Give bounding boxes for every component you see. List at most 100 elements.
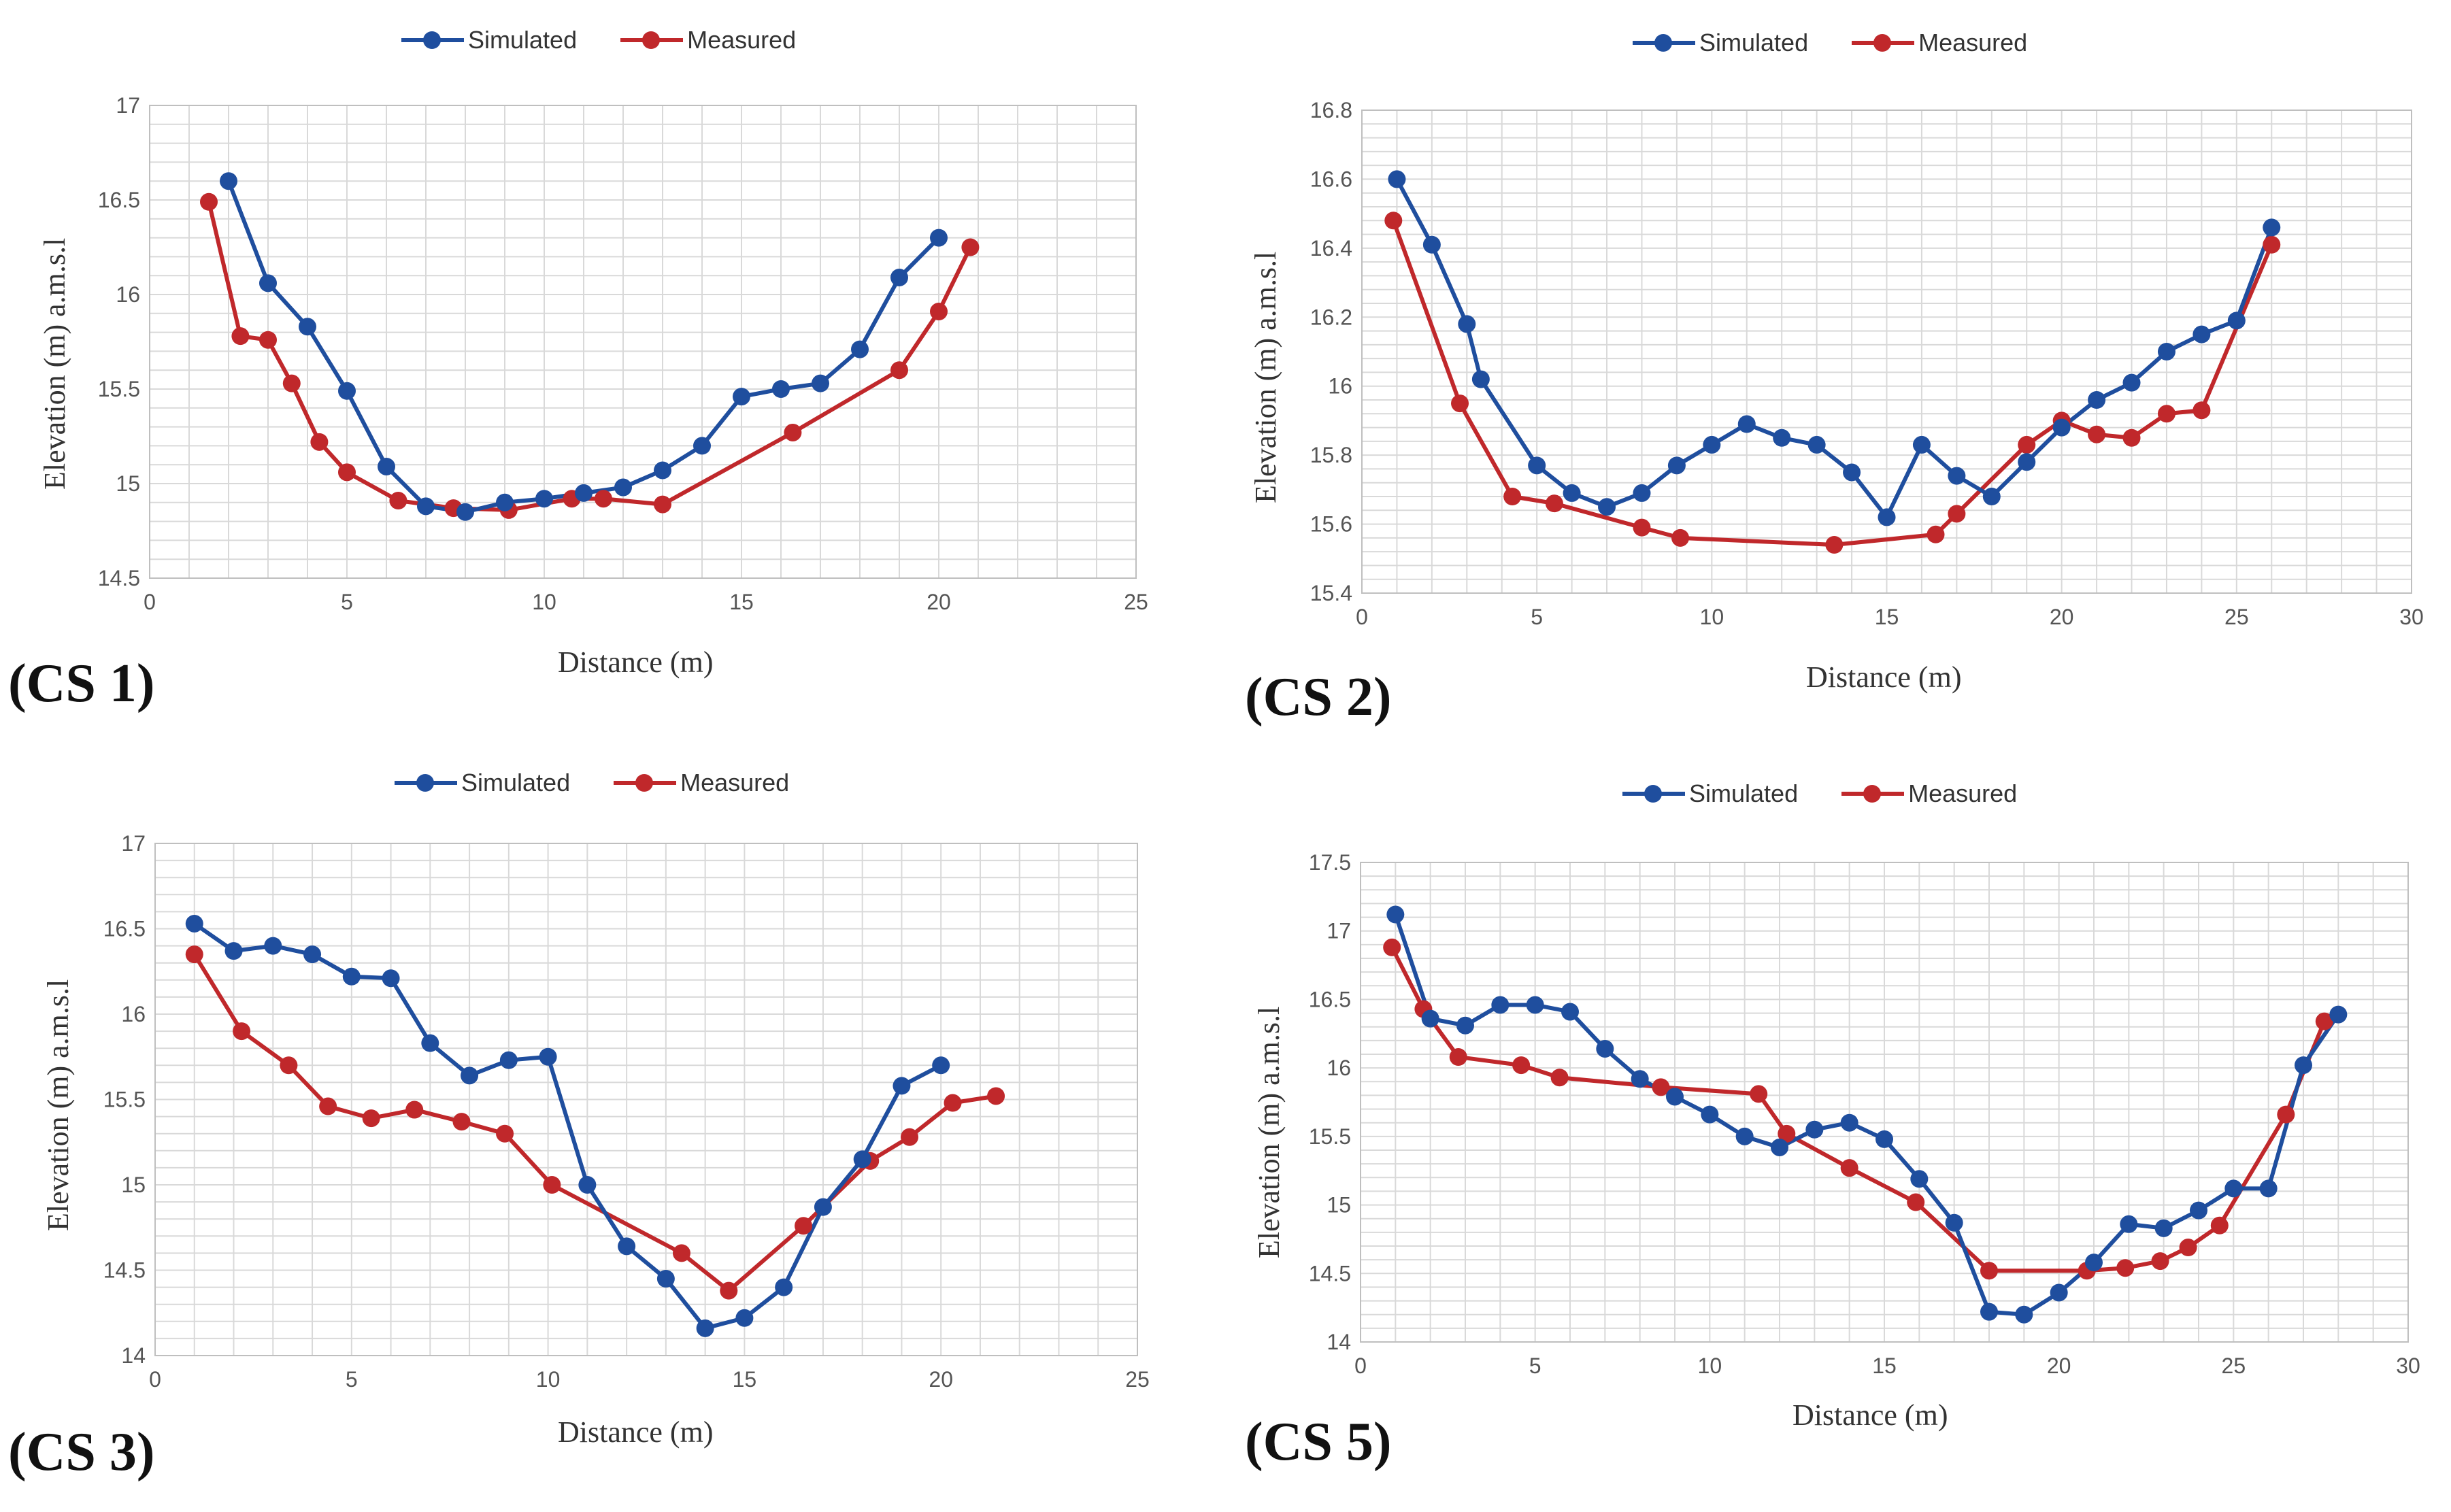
data-point-simulated <box>775 1278 793 1296</box>
y-tick-label: 14.5 <box>98 566 140 590</box>
data-point-measured <box>2151 1252 2169 1271</box>
data-point-measured <box>1451 394 1469 413</box>
data-point-simulated <box>656 1270 675 1288</box>
y-tick-label: 15.5 <box>1309 1124 1351 1149</box>
data-point-measured <box>1671 528 1690 547</box>
data-point-measured <box>1907 1193 1925 1211</box>
data-point-measured <box>1633 518 1651 537</box>
data-point-simulated <box>930 229 948 247</box>
data-point-simulated <box>1840 1113 1858 1132</box>
x-tick-label: 25 <box>1125 1367 1150 1392</box>
chart-cs3: 14 14.5 15 15.5 16 16.5 17 0 5 10 15 20 25 <box>103 831 1150 1392</box>
data-point-simulated <box>575 484 593 502</box>
legend-item-measured: Measured <box>1852 29 2027 57</box>
data-point-measured <box>2179 1239 2197 1257</box>
data-point-simulated <box>1737 415 1756 433</box>
data-point-measured <box>259 331 277 349</box>
legend-label-simulated: Simulated <box>468 26 578 54</box>
x-tick-label: 10 <box>1698 1354 1722 1378</box>
data-point-measured <box>1927 525 1945 543</box>
x-tick-label: 5 <box>1529 1354 1541 1378</box>
data-point-simulated <box>264 937 282 955</box>
data-point-measured <box>2122 429 2141 447</box>
panel-label: (CS 1) <box>8 654 155 713</box>
data-point-measured <box>1503 488 1522 505</box>
data-point-simulated <box>1456 1016 1474 1035</box>
legend-label-measured: Measured <box>680 769 790 796</box>
data-point-measured <box>595 490 612 508</box>
y-tick-label: 15.8 <box>1310 443 1352 467</box>
legend-item-simulated: Simulated <box>395 769 570 797</box>
data-point-simulated <box>1703 435 1721 454</box>
plot-area-frame <box>1360 862 2409 1343</box>
x-axis-title: Distance (m) <box>558 645 714 679</box>
y-axis-title: Elevation (m) a.m.s.l <box>41 979 75 1231</box>
data-point-simulated <box>2120 1215 2138 1233</box>
data-point-measured <box>784 423 802 441</box>
y-tick-label: 15 <box>121 1173 146 1197</box>
x-tick-label: 0 <box>1356 605 1368 629</box>
legend-swatch-simulated <box>1633 34 1695 52</box>
data-point-measured <box>389 492 407 510</box>
data-point-simulated <box>2154 1219 2173 1237</box>
data-point-simulated <box>1633 484 1651 502</box>
data-point-simulated <box>1471 370 1490 388</box>
data-point-measured <box>795 1217 813 1235</box>
legend-item-simulated: Simulated <box>401 26 577 54</box>
legend-item-simulated: Simulated <box>1633 29 1808 57</box>
data-point-simulated <box>2190 1201 2207 1220</box>
data-point-measured <box>987 1087 1005 1105</box>
data-point-measured <box>405 1101 424 1119</box>
y-tick-label: 15 <box>116 471 140 496</box>
data-point-simulated <box>338 382 356 400</box>
y-tick-label: 15 <box>1327 1193 1351 1217</box>
data-point-simulated <box>1807 435 1826 454</box>
data-point-measured <box>185 945 203 964</box>
panel-label: (CS 5) <box>1245 1412 1392 1472</box>
data-point-simulated <box>1666 1088 1684 1106</box>
legend-label-measured: Measured <box>687 26 797 54</box>
data-point-simulated <box>303 945 322 964</box>
chart-cs2: 15.4 15.6 15.8 16 16.2 16.4 16.6 16.8 0 5 10 15 20 25… <box>1310 98 2424 629</box>
y-axis-title: Elevation (m) a.m.s.l <box>1252 1006 1286 1258</box>
data-point-simulated <box>499 1051 518 1069</box>
y-tick-label: 15.6 <box>1310 512 1352 537</box>
data-point-measured <box>961 238 980 256</box>
x-tick-label: 0 <box>149 1367 161 1392</box>
data-point-simulated <box>2295 1056 2312 1075</box>
y-axis-title: Elevation (m) a.m.s.l <box>38 237 71 490</box>
chart-panel-cs1: Simulated Measured 14.5 15 15.5 16 16.5 17 0 5 1… <box>0 0 1224 735</box>
legend: Simulated Measured <box>395 769 833 797</box>
data-point-simulated <box>853 1150 871 1169</box>
data-point-simulated <box>378 457 395 475</box>
data-point-simulated <box>2088 391 2106 409</box>
data-point-simulated <box>2050 1283 2068 1302</box>
data-point-measured <box>890 361 908 380</box>
data-point-simulated <box>2227 312 2246 330</box>
data-point-measured <box>1545 494 1563 513</box>
data-point-measured <box>900 1128 918 1146</box>
legend-label-measured: Measured <box>1918 29 2028 56</box>
legend-swatch-measured <box>614 774 677 792</box>
chart-panel-cs2: Simulated Measured 15.4 15.6 15.8 16 16.2 16.… <box>1224 0 2451 748</box>
x-tick-label: 0 <box>1354 1354 1367 1378</box>
y-tick-label: 15.5 <box>98 377 140 401</box>
data-point-simulated <box>1910 1170 1929 1188</box>
data-point-simulated <box>890 268 908 286</box>
data-point-simulated <box>1388 170 1406 188</box>
chart-cs5: 14 14.5 15 15.5 16 16.5 17 17.5 0 5 10 15 20 25 30 <box>1309 850 2420 1378</box>
data-point-simulated <box>220 172 237 190</box>
data-point-simulated <box>578 1176 597 1194</box>
data-point-simulated <box>1878 508 1896 526</box>
data-point-simulated <box>851 340 869 358</box>
data-point-measured <box>362 1109 380 1128</box>
legend: Simulated Measured <box>401 26 839 54</box>
data-point-simulated <box>1980 1303 1998 1321</box>
x-tick-label: 25 <box>2222 1354 2246 1378</box>
data-point-simulated <box>2015 1305 2033 1324</box>
data-point-simulated <box>2157 343 2175 360</box>
data-point-simulated <box>2018 453 2036 471</box>
data-point-simulated <box>2224 1179 2243 1198</box>
x-tick-label: 10 <box>1700 605 1724 629</box>
data-point-simulated <box>1945 1213 1963 1232</box>
